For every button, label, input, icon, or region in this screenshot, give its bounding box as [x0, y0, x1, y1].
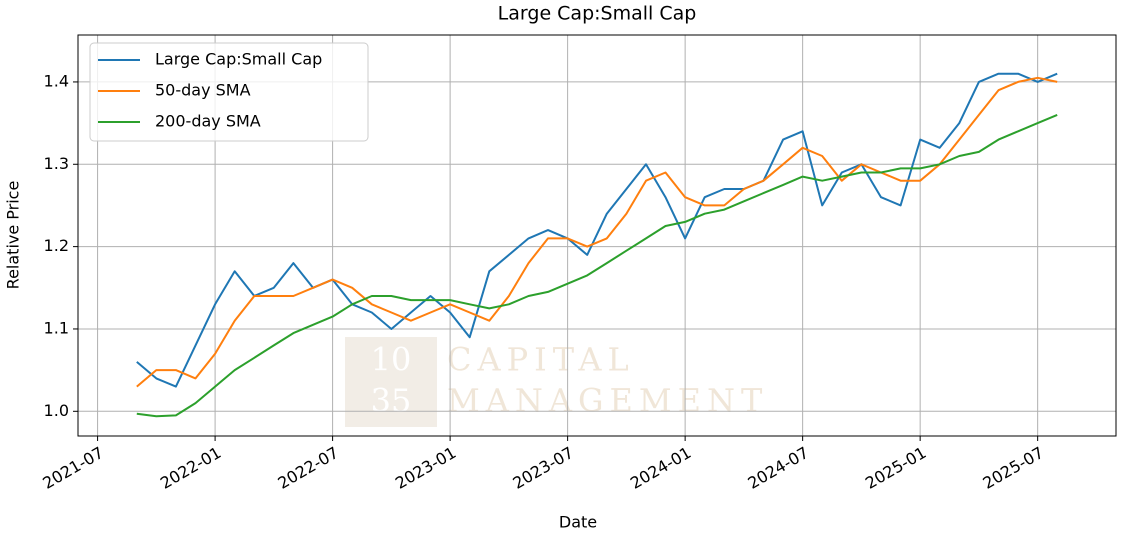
y-tick-label: 1.3: [44, 154, 69, 173]
watermark: 35: [371, 382, 412, 420]
x-tick-label: 2025-01: [862, 443, 929, 493]
plot-frame: [77, 34, 1117, 437]
watermark-box: [345, 337, 437, 427]
x-axis-label: Date: [559, 513, 597, 532]
y-tick-label: 1.1: [44, 318, 69, 337]
legend-label: 200-day SMA: [155, 112, 261, 131]
x-tick-label: 2023-01: [392, 443, 459, 493]
y-tick-label: 1.4: [44, 71, 69, 90]
x-tick-label: 2025-07: [980, 443, 1047, 493]
legend-label: Large Cap:Small Cap: [155, 50, 322, 69]
watermark: MANAGEMENT: [447, 382, 768, 420]
series-line: [136, 76, 1058, 388]
x-tick-label: 2023-07: [509, 443, 576, 493]
legend-label: 50-day SMA: [155, 81, 251, 100]
series-line: [136, 113, 1058, 418]
chart-title: Large Cap:Small Cap: [498, 3, 697, 25]
y-axis-label: Relative Price: [4, 181, 23, 290]
x-tick-label: 2021-07: [39, 443, 106, 493]
y-tick-label: 1.0: [44, 401, 69, 420]
legend-box: [89, 42, 369, 142]
y-tick-label: 1.2: [44, 236, 69, 255]
series-line: [136, 72, 1058, 388]
x-tick-label: 2022-07: [274, 443, 341, 493]
x-tick-label: 2024-07: [744, 443, 811, 493]
watermark: CAPITAL: [447, 341, 635, 379]
watermark: 10: [371, 341, 412, 379]
x-tick-label: 2022-01: [157, 443, 224, 493]
x-tick-label: 2024-01: [627, 443, 694, 493]
